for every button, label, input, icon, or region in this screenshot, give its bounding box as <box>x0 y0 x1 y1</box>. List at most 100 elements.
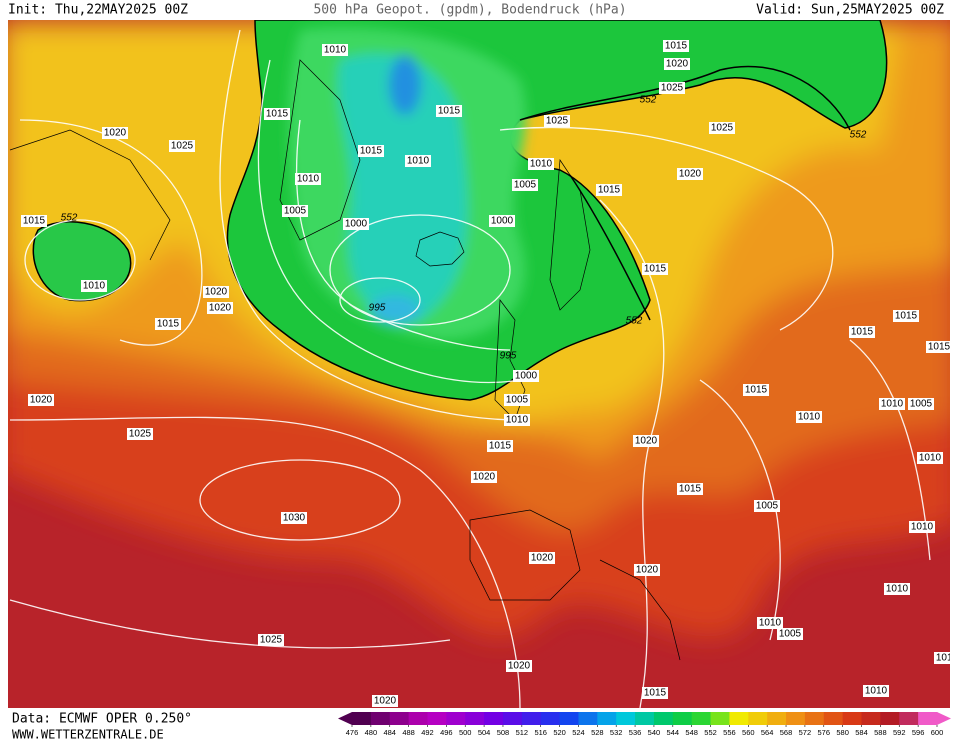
colorbar-tick-label: 520 <box>553 728 566 737</box>
colorbar-segment <box>691 712 712 725</box>
isobar-label: 1015 <box>895 311 918 322</box>
colorbar-segment <box>578 712 598 725</box>
isobar-label-box <box>879 398 905 410</box>
isobar-label-box <box>677 483 703 495</box>
coastlines <box>9 59 681 661</box>
isobar-label: 1020 <box>374 696 397 707</box>
isobar-label-box <box>295 173 321 185</box>
colorbar-segment <box>635 712 655 725</box>
isobar-label-box <box>489 215 515 227</box>
isobar-label: 1005 <box>910 399 933 410</box>
colorbar-segment <box>389 712 410 725</box>
colorbar-tick-label: 492 <box>421 728 434 737</box>
isobar-label: 1020 <box>666 59 689 70</box>
colorbar-tick-label: 564 <box>761 728 774 737</box>
map-title: 500 hPa Geopot. (gpdm), Bodendruck (hPa) <box>313 3 626 18</box>
isobar-label-box <box>405 155 431 167</box>
isobar-label-box <box>642 687 668 699</box>
colorbar-segment <box>729 712 749 725</box>
colorbar-tick-label: 540 <box>648 728 661 737</box>
isobars <box>9 29 931 708</box>
colorbar-tick-label: 496 <box>440 728 453 737</box>
isobar-label-box <box>893 310 919 322</box>
isobar-label: 1010 <box>83 281 106 292</box>
isobar-label-box <box>757 617 783 629</box>
isobar-label-box <box>512 179 538 191</box>
colorbar-arrow-low <box>338 712 352 725</box>
geopotential-label: 552 <box>640 95 657 106</box>
isobar-label: 1000 <box>345 219 368 230</box>
colorbar-segment <box>540 712 561 725</box>
colorbar-segment <box>672 712 693 725</box>
isobar-label-box <box>28 394 54 406</box>
isobar-label-box <box>777 628 803 640</box>
isobar-label: 1020 <box>209 303 232 314</box>
colorbar-segment <box>899 712 919 725</box>
colorbar-segment <box>502 712 523 725</box>
isobar-label-box <box>169 140 195 152</box>
isobar-label: 1005 <box>514 180 537 191</box>
isobar-label-box <box>21 215 47 227</box>
isobar-label-box <box>677 168 703 180</box>
colorbar-tick-label: 560 <box>742 728 755 737</box>
colorbar-tick-label: 488 <box>402 728 415 737</box>
isobar-label-box <box>529 552 555 564</box>
colorbar-tick-label: 536 <box>629 728 642 737</box>
colorbar-tick-label: 556 <box>723 728 736 737</box>
isobar-label-box <box>264 108 290 120</box>
geopotential-label: 552 <box>850 130 867 141</box>
isobar-label-box <box>504 414 530 426</box>
isobar-label: 1010 <box>798 412 821 423</box>
isobar-label-box <box>127 428 153 440</box>
isobar-label-box <box>528 158 554 170</box>
isobar-label: 1015 <box>598 185 621 196</box>
colorbar-segment <box>465 712 485 725</box>
isobar-label: 1010 <box>759 618 782 629</box>
isobar-label-box <box>909 521 935 533</box>
isobar-label-box <box>372 695 398 707</box>
isobar-label-box <box>102 127 128 139</box>
isobar-label: 1005 <box>284 206 307 217</box>
isobar-label-box <box>642 263 668 275</box>
header-bar <box>0 0 959 20</box>
isobar-label: 1020 <box>30 395 53 406</box>
colorbar-segment <box>823 712 844 725</box>
isobar-label-box <box>743 384 769 396</box>
colorbar-segment <box>597 712 617 725</box>
isobar-label-box <box>633 435 659 447</box>
colorbar-tick-label: 568 <box>780 728 793 737</box>
isobar-labels: 1010 1015 1020 1025 552 1015 1015 1025 1025 552 10… <box>21 40 950 707</box>
isobar-label: 1000 <box>491 216 514 227</box>
colorbar-tick-label: 528 <box>591 728 604 737</box>
isobar-label: 1025 <box>129 429 152 440</box>
colorbar-tick-label: 596 <box>912 728 925 737</box>
init-time: Init: Thu,22MAY2025 00Z <box>8 3 188 18</box>
colorbar-segment <box>427 712 447 725</box>
geopotential-label: 995 <box>369 303 386 314</box>
isobar-label-box <box>322 44 348 56</box>
isobar-label: 1025 <box>546 116 569 127</box>
colorbar-segment <box>786 712 806 725</box>
isobar-label: 1020 <box>104 128 127 139</box>
isobar-label: 1020 <box>473 472 496 483</box>
isobar-label: 1020 <box>679 169 702 180</box>
colorbar-segment <box>748 712 768 725</box>
colorbar-segment <box>521 712 542 725</box>
isobar-label-box <box>796 411 822 423</box>
isobar-label: 1020 <box>205 287 228 298</box>
isobar-label: 1005 <box>756 501 779 512</box>
isobar-label: 1015 <box>23 216 46 227</box>
colorbar: 476 480 484 488 492 496 500 504 508 512 516 520 524 5… <box>338 712 951 737</box>
isobar-label-box <box>544 115 570 127</box>
colorbar-tick-label: 544 <box>667 728 680 737</box>
colorbar-segment <box>559 712 579 725</box>
isobar-label: 1010 <box>919 453 942 464</box>
isobar-label-box <box>155 318 181 330</box>
colorbar-segment <box>842 712 863 725</box>
isobar-label-box <box>934 652 950 664</box>
colorbar-segment <box>861 712 881 725</box>
isobar-label-box <box>754 500 780 512</box>
isobar-label: 1015 <box>851 327 874 338</box>
isobar-label-box <box>358 145 384 157</box>
